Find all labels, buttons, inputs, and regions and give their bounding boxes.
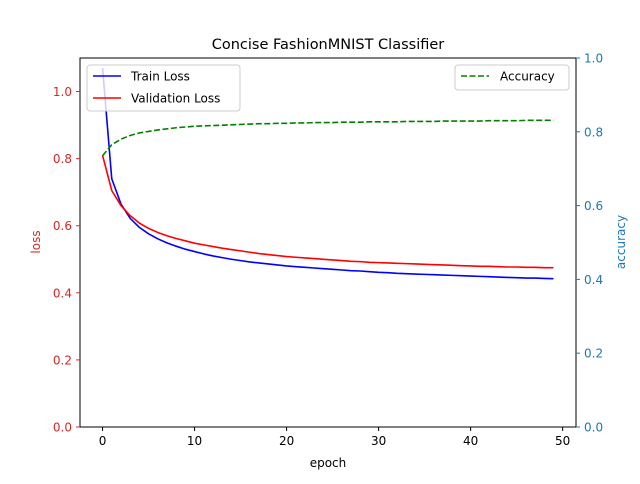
left-tick-label: 0.0 bbox=[53, 421, 72, 435]
plot-frame bbox=[79, 57, 577, 428]
chart-title: Concise FashionMNIST Classifier bbox=[212, 37, 445, 53]
left-tick-label: 0.8 bbox=[53, 152, 72, 166]
x-tick-label: 20 bbox=[279, 434, 294, 448]
right-axis-label: accuracy bbox=[614, 215, 628, 269]
right-tick-label: 0.6 bbox=[584, 199, 603, 213]
x-tick-label: 0 bbox=[99, 434, 107, 448]
legend-loss: Train Loss Validation Loss bbox=[86, 64, 241, 112]
series-line-train-loss bbox=[101, 67, 554, 280]
x-tick-label: 10 bbox=[187, 434, 202, 448]
series-line-accuracy bbox=[101, 119, 554, 157]
left-tick-label: 1.0 bbox=[53, 85, 72, 99]
x-tick-label: 50 bbox=[555, 434, 570, 448]
right-tick-label: 0.4 bbox=[584, 273, 603, 287]
legend-accuracy-label: Accuracy bbox=[500, 70, 555, 84]
x-tick-label: 30 bbox=[371, 434, 386, 448]
legend-loss-box bbox=[86, 64, 241, 112]
x-axis-ticks: 0 10 20 30 40 50 bbox=[99, 427, 570, 448]
right-tick-label: 0.8 bbox=[584, 125, 603, 139]
legend-validation-loss-label: Validation Loss bbox=[131, 92, 220, 106]
left-tick-label: 0.2 bbox=[53, 353, 72, 367]
legend-accuracy-box bbox=[454, 64, 570, 91]
right-tick-label: 0.2 bbox=[584, 347, 603, 361]
plot-lines bbox=[101, 67, 554, 280]
legend-accuracy: Accuracy bbox=[454, 64, 570, 91]
right-tick-label: 1.0 bbox=[584, 52, 603, 66]
right-axis-ticks: 0.0 0.2 0.4 0.6 0.8 1.0 bbox=[576, 52, 603, 435]
left-axis-label: loss bbox=[29, 230, 43, 253]
series-line-validation-loss bbox=[101, 155, 554, 269]
left-axis-ticks: 0.0 0.2 0.4 0.6 0.8 1.0 bbox=[53, 85, 80, 435]
right-tick-label: 0.0 bbox=[584, 421, 603, 435]
left-tick-label: 0.4 bbox=[53, 286, 72, 300]
x-axis-label: epoch bbox=[310, 456, 347, 470]
legend-train-loss-label: Train Loss bbox=[130, 70, 190, 84]
left-tick-label: 0.6 bbox=[53, 219, 72, 233]
x-tick-label: 40 bbox=[463, 434, 478, 448]
